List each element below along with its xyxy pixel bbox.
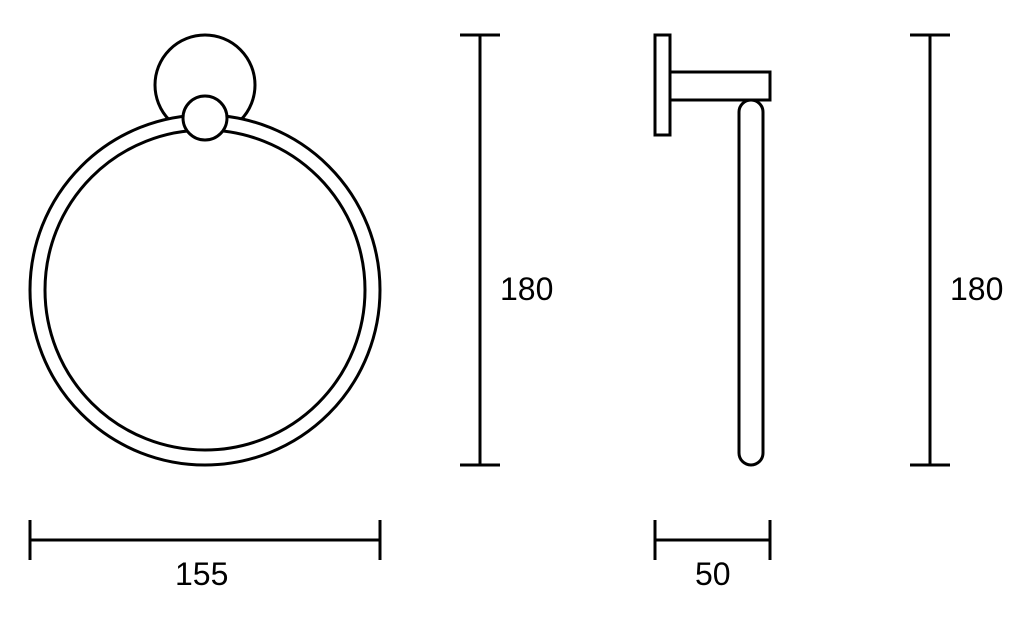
side-view <box>655 35 770 465</box>
dim-front-height: 180 <box>460 35 553 465</box>
dim-side-height: 180 <box>910 35 1003 465</box>
ring-inner <box>45 130 365 450</box>
side-rod <box>739 100 763 465</box>
technical-drawing: 180 155 180 50 <box>0 0 1020 635</box>
dim-front-width-label: 155 <box>175 556 228 592</box>
dim-front-width: 155 <box>30 520 380 592</box>
pivot-ball <box>183 96 227 140</box>
dim-side-height-label: 180 <box>950 271 1003 307</box>
side-arm <box>670 72 770 100</box>
side-plate <box>655 35 670 135</box>
dim-side-width-label: 50 <box>695 556 731 592</box>
front-view <box>30 35 380 465</box>
dim-side-width: 50 <box>655 520 770 592</box>
dim-front-height-label: 180 <box>500 271 553 307</box>
